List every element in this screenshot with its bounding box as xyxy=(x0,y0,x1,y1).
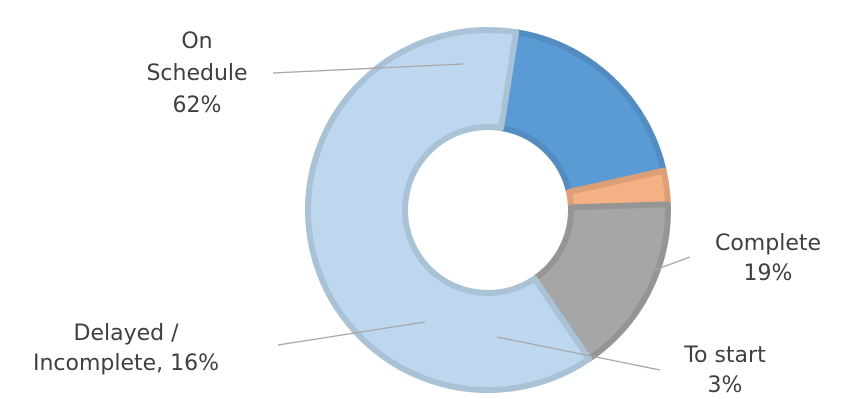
leader-line xyxy=(277,321,426,346)
data-label: Complete 19% xyxy=(715,231,821,286)
donut-slice-delayed-incomplete xyxy=(531,201,671,362)
data-label: On Schedule 62% xyxy=(146,29,247,118)
data-label-line: 3% xyxy=(708,373,743,398)
data-label-line: Complete xyxy=(715,231,821,256)
data-label-line: Schedule xyxy=(146,61,247,86)
leader-lines xyxy=(272,63,691,371)
data-labels: Complete 19% To start 3% Delayed / Incomplete… xyxy=(33,29,821,398)
donut-slice-complete xyxy=(497,29,667,195)
data-label: To start 3% xyxy=(683,343,766,398)
leader-line xyxy=(272,63,464,74)
data-label-line: 62% xyxy=(173,93,222,118)
data-label-line: To start xyxy=(683,343,766,368)
data-label: Delayed / Incomplete, 16% xyxy=(33,321,219,376)
data-label-line: Delayed / xyxy=(74,321,180,346)
donut-slices xyxy=(305,27,671,393)
donut-slice-on-schedule xyxy=(305,27,593,393)
data-label-line: Incomplete, 16% xyxy=(33,351,219,376)
data-label-line: 19% xyxy=(744,261,793,286)
leader-line xyxy=(496,336,661,371)
data-label-line: On xyxy=(181,29,212,54)
leader-line xyxy=(583,256,691,297)
